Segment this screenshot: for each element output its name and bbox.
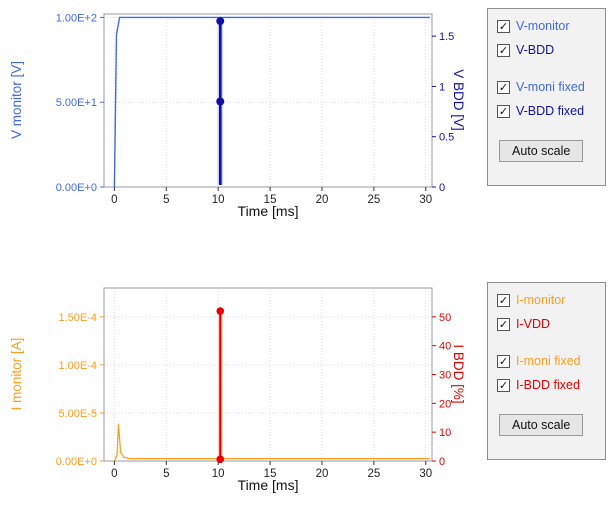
right-tick-label: 30 (439, 370, 451, 382)
right-tick-label: 50 (439, 312, 451, 324)
checkbox-label: I-VDD (516, 317, 551, 331)
i-right-axis-label: I BDD [%] (451, 344, 466, 404)
auto-scale-button[interactable]: Auto scale (499, 414, 584, 436)
left-tick-label: 1.00E-4 (58, 360, 97, 372)
checkbox-i-vdd[interactable]: ✓ (497, 318, 510, 331)
right-tick-label: 20 (439, 398, 451, 410)
left-tick-label: 1.00E+2 (56, 12, 97, 24)
left-tick-label: 5.00E-5 (58, 408, 97, 420)
checkbox-label: V-BDD (516, 43, 555, 57)
checkbox-v-bdd-fixed[interactable]: ✓ (497, 105, 510, 118)
checkbox-item-v-bdd-fixed[interactable]: ✓ V-BDD fixed (497, 104, 596, 119)
series-i-monitor (113, 423, 430, 462)
marker-i-bdd (216, 455, 225, 464)
i-chart-canvas: 0 5 10 15 20 25 30 0.00E+0 5.00E-5 1.00E-4 1.50E-4… (56, 287, 451, 480)
x-tick-label: 15 (264, 468, 277, 480)
marker-i-bdd (216, 307, 225, 315)
x-tick-label: 30 (419, 194, 432, 206)
checkbox-label: V-moni fixed (516, 80, 585, 94)
checkbox-i-bdd-fixed[interactable]: ✓ (497, 379, 510, 392)
i-chart: 0 5 10 15 20 25 30 0.00E+0 5.00E-5 1.00E-4 1.50E-4… (2, 276, 482, 521)
checkbox-i-moni-fixed[interactable]: ✓ (497, 355, 510, 368)
x-tick-label: 10 (212, 194, 225, 206)
x-tick-label: 25 (367, 468, 380, 480)
checkbox-item-i-vdd[interactable]: ✓ I-VDD (497, 317, 596, 332)
x-tick-label: 15 (264, 194, 277, 206)
x-tick-label: 10 (212, 468, 225, 480)
series-v-monitor (113, 16, 430, 188)
x-tick-label: 0 (111, 468, 117, 480)
x-tick-label: 25 (367, 194, 380, 206)
checkbox-item-i-moni-fixed[interactable]: ✓ I-moni fixed (497, 354, 596, 369)
i-x-axis-label: Time [ms] (237, 477, 299, 493)
x-tick-label: 5 (163, 194, 169, 206)
marker-v-bdd (216, 97, 225, 106)
v-right-axis-label: V BDD [V] (451, 69, 466, 131)
v-chart-canvas: 0 5 10 15 20 25 30 0.00E+0 5.00E+1 1.00E+2 0 0.5 1 1.… (56, 12, 455, 206)
x-tick-label: 30 (419, 468, 432, 480)
checkbox-label: V-BDD fixed (516, 104, 585, 118)
checkbox-label: V-monitor (516, 19, 570, 33)
v-x-axis-label: Time [ms] (237, 203, 299, 219)
checkbox-label: I-monitor (516, 293, 566, 307)
v-legend-panel: ✓ V-monitor ✓ V-BDD ✓ V-moni fixed ✓ V-BDD fixe… (487, 8, 606, 186)
left-tick-label: 0.00E+0 (56, 456, 97, 468)
checkbox-label: I-BDD fixed (516, 378, 580, 392)
i-left-axis-label: I monitor [A] (9, 337, 24, 411)
x-tick-label: 20 (316, 194, 329, 206)
checkbox-v-moni-fixed[interactable]: ✓ (497, 81, 510, 94)
checkbox-item-v-monitor[interactable]: ✓ V-monitor (497, 19, 596, 34)
checkbox-v-bdd[interactable]: ✓ (497, 44, 510, 57)
x-tick-label: 5 (163, 468, 169, 480)
v-chart: 0 5 10 15 20 25 30 0.00E+0 5.00E+1 1.00E+2 0 0.5 1 1.… (2, 2, 482, 247)
right-tick-label: 0 (439, 182, 445, 194)
left-tick-label: 1.50E-4 (58, 312, 97, 324)
i-legend-panel: ✓ I-monitor ✓ I-VDD ✓ I-moni fixed ✓ I-BDD fixe… (487, 282, 606, 460)
auto-scale-button[interactable]: Auto scale (499, 140, 584, 162)
right-tick-label: 0.5 (439, 132, 454, 144)
right-tick-label: 1 (439, 81, 445, 93)
x-tick-label: 20 (316, 468, 329, 480)
right-tick-label: 0 (439, 456, 445, 468)
right-tick-label: 10 (439, 427, 451, 439)
checkbox-item-v-bdd[interactable]: ✓ V-BDD (497, 43, 596, 58)
right-tick-label: 1.5 (439, 31, 454, 43)
checkbox-item-i-bdd-fixed[interactable]: ✓ I-BDD fixed (497, 378, 596, 393)
checkbox-i-monitor[interactable]: ✓ (497, 294, 510, 307)
x-tick-label: 0 (111, 194, 117, 206)
v-left-axis-label: V monitor [V] (9, 60, 24, 140)
left-tick-label: 5.00E+1 (56, 97, 97, 109)
right-tick-label: 40 (439, 341, 451, 353)
left-tick-label: 0.00E+0 (56, 182, 97, 194)
marker-v-bdd (216, 17, 225, 26)
checkbox-label: I-moni fixed (516, 354, 581, 368)
checkbox-item-i-monitor[interactable]: ✓ I-monitor (497, 293, 596, 308)
checkbox-item-v-moni-fixed[interactable]: ✓ V-moni fixed (497, 80, 596, 95)
checkbox-v-monitor[interactable]: ✓ (497, 20, 510, 33)
